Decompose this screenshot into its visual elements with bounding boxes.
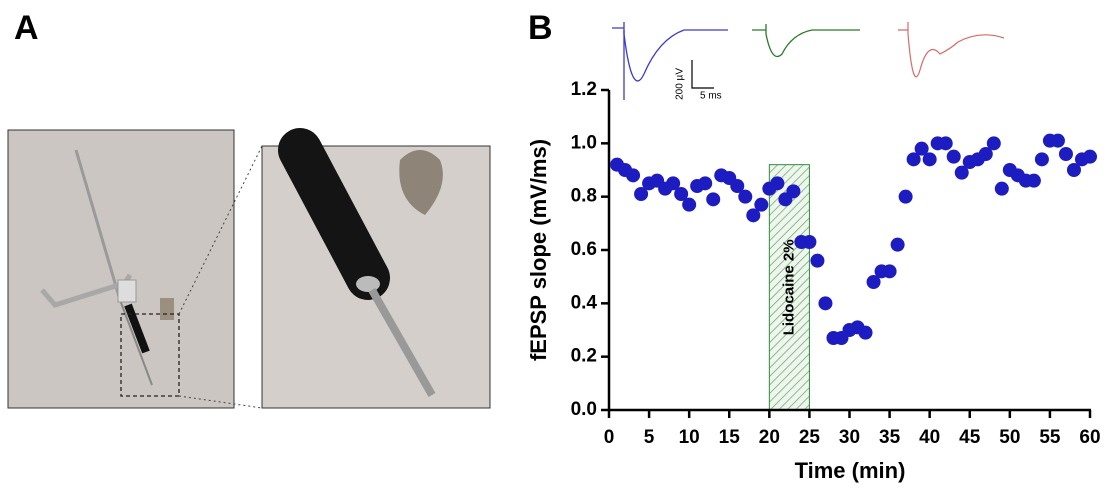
photo-zoom	[261, 128, 491, 409]
data-point	[986, 136, 1001, 151]
x-tick-label: 15	[719, 427, 741, 448]
x-tick-label: 30	[839, 427, 860, 448]
x-tick-label: 40	[919, 427, 940, 448]
x-tick-label: 10	[679, 427, 700, 448]
data-point	[1034, 152, 1049, 167]
scale-label: 200 µV	[675, 68, 686, 100]
x-tick-label: 45	[959, 427, 981, 448]
data-point	[626, 168, 641, 183]
data-point	[946, 149, 961, 164]
scale-bar	[691, 60, 714, 89]
y-tick-label: 0.6	[571, 239, 597, 260]
data-point	[858, 325, 873, 340]
data-point	[802, 235, 817, 249]
panel-label: B	[528, 9, 553, 47]
data-point	[866, 275, 881, 289]
y-tick-label: 0.0	[571, 399, 597, 420]
data-point	[994, 181, 1009, 196]
data-point	[1058, 147, 1073, 161]
data-point	[906, 152, 921, 167]
data-point	[954, 165, 969, 180]
zoom-line	[178, 145, 263, 315]
data-point	[666, 176, 681, 191]
data-point	[786, 184, 801, 199]
data-point	[810, 253, 825, 268]
x-tick-label: 25	[799, 427, 821, 448]
data-point	[898, 189, 913, 204]
x-tick-label: 50	[999, 427, 1020, 448]
x-tick-label: 20	[759, 427, 780, 448]
x-tick-label: 55	[1039, 427, 1061, 448]
data-point	[706, 192, 721, 207]
annotation: Lidocaine 2%	[780, 239, 797, 335]
x-tick-label: 60	[1079, 427, 1100, 448]
data-point	[890, 237, 905, 252]
data-point	[818, 296, 833, 311]
y-tick-label: 1.2	[571, 79, 597, 100]
shaded-region	[768, 164, 810, 411]
x-axis-label: Time (min)	[795, 458, 906, 483]
y-tick-label: 0.8	[571, 186, 597, 207]
x-tick-label: 5	[644, 427, 655, 448]
x-tick-label: 0	[604, 427, 615, 448]
trace-red	[898, 22, 1005, 78]
panel-label: A	[14, 9, 39, 47]
data-point	[1026, 173, 1041, 188]
y-tick-label: 1.0	[571, 132, 597, 153]
data-point	[770, 176, 785, 191]
data-point	[698, 176, 713, 191]
data-point	[754, 197, 769, 212]
data-point	[746, 208, 761, 223]
y-axis-label: fEPSP slope (mV/ms)	[526, 139, 551, 361]
y-tick-label: 0.2	[571, 346, 597, 367]
data-point	[914, 141, 929, 156]
trace-green	[752, 24, 860, 58]
data-point	[938, 136, 953, 151]
data-point	[634, 187, 649, 201]
data-point	[922, 152, 937, 167]
data-point	[674, 187, 689, 201]
zoom-line	[178, 395, 263, 409]
data-point	[730, 179, 745, 193]
y-tick-label: 0.4	[571, 292, 598, 313]
data-point	[882, 264, 897, 279]
trace-blue	[612, 22, 728, 100]
data-point	[738, 189, 753, 204]
data-point	[1050, 133, 1065, 148]
data-point	[682, 197, 697, 212]
photo-overview	[7, 129, 235, 409]
x-tick-label: 35	[879, 427, 901, 448]
data-point	[1066, 163, 1081, 177]
scale-label: 5 ms	[700, 91, 722, 102]
data-point	[978, 147, 993, 161]
data-point	[1083, 149, 1097, 164]
